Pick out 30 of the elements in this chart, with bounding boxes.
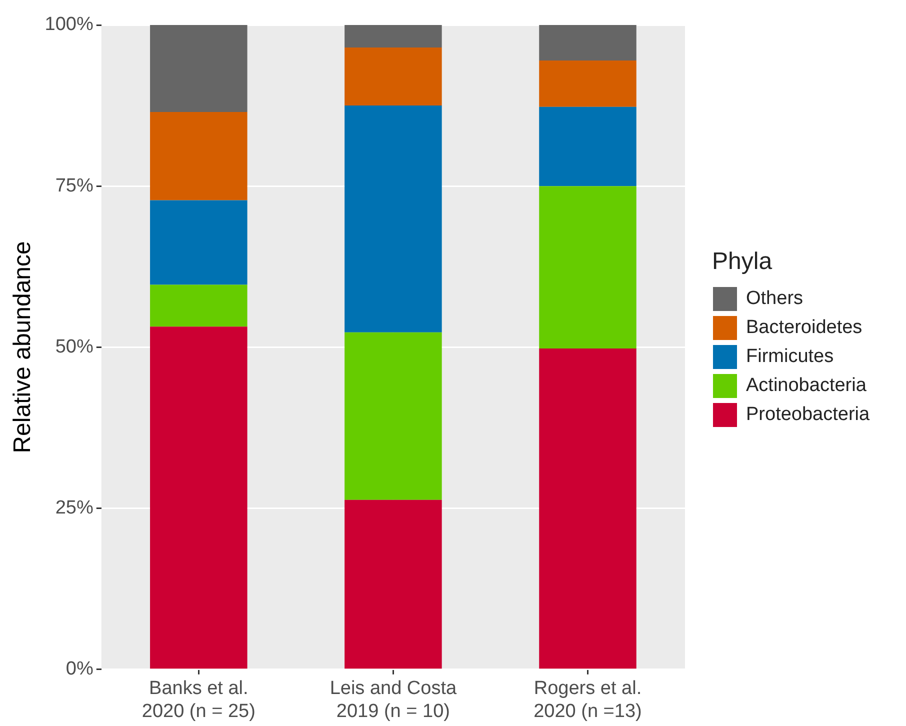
bar [344,500,442,669]
y-tick-label: 0% [66,658,94,680]
bar [539,186,636,348]
bar [344,48,442,106]
bar [344,332,442,500]
bar [344,25,442,48]
x-tick-label: Rogers et al. 2020 (n =13) [534,678,642,722]
legend-title: Phyla [712,248,774,276]
bar [150,112,248,200]
x-tick-label: Banks et al. 2020 (n = 25) [142,678,256,722]
bar [539,60,636,107]
legend-label: Firmicutes [746,346,834,368]
bar [150,200,248,285]
y-axis-title: Relative abundance [9,241,36,454]
x-tick-label: Leis and Costa 2019 (n = 10) [330,678,458,722]
legend-label: Actinobacteria [746,374,866,396]
bar [150,25,248,112]
y-tick-label: 50% [55,336,94,358]
bar [539,106,636,186]
bar [344,106,442,332]
bar [150,284,248,327]
y-tick-label: 75% [55,175,94,196]
y-tick-label: 25% [55,498,94,519]
bar [539,25,636,60]
legend-label: Bacteroidetes [746,316,862,338]
bar [150,326,248,669]
bar [539,348,636,669]
y-tick-label: 100% [44,14,94,36]
legend-label: Proteobacteria [746,404,870,426]
legend-label: Others [746,288,804,310]
